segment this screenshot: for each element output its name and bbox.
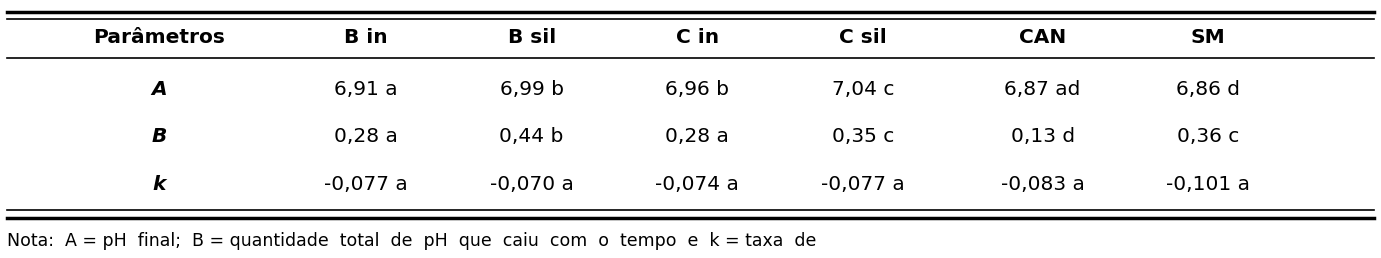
Text: -0,074 a: -0,074 a — [656, 175, 739, 194]
Text: 0,28 a: 0,28 a — [334, 127, 398, 146]
Text: Parâmetros: Parâmetros — [93, 28, 225, 47]
Text: 6,87 ad: 6,87 ad — [1004, 79, 1081, 99]
Text: 6,96 b: 6,96 b — [666, 79, 729, 99]
Text: B: B — [151, 127, 167, 146]
Text: 0,28 a: 0,28 a — [666, 127, 729, 146]
Text: A: A — [151, 79, 167, 99]
Text: C in: C in — [675, 28, 720, 47]
Text: Nota:  A = pH  final;  B = quantidade  total  de  pH  que  caiu  com  o  tempo  : Nota: A = pH final; B = quantidade total… — [7, 232, 816, 250]
Text: -0,077 a: -0,077 a — [325, 175, 407, 194]
Text: CAN: CAN — [1019, 28, 1066, 47]
Text: 0,13 d: 0,13 d — [1011, 127, 1074, 146]
Text: 0,36 c: 0,36 c — [1177, 127, 1240, 146]
Text: -0,077 a: -0,077 a — [822, 175, 905, 194]
Text: C sil: C sil — [840, 28, 887, 47]
Text: -0,070 a: -0,070 a — [490, 175, 573, 194]
Text: SM: SM — [1190, 28, 1226, 47]
Text: 6,99 b: 6,99 b — [500, 79, 563, 99]
Text: B in: B in — [344, 28, 388, 47]
Text: 6,86 d: 6,86 d — [1177, 79, 1240, 99]
Text: 6,91 a: 6,91 a — [334, 79, 398, 99]
Text: 7,04 c: 7,04 c — [831, 79, 895, 99]
Text: -0,101 a: -0,101 a — [1167, 175, 1250, 194]
Text: 0,44 b: 0,44 b — [500, 127, 563, 146]
Text: B sil: B sil — [508, 28, 555, 47]
Text: -0,083 a: -0,083 a — [1001, 175, 1084, 194]
Text: 0,35 c: 0,35 c — [831, 127, 895, 146]
Text: k: k — [152, 175, 166, 194]
